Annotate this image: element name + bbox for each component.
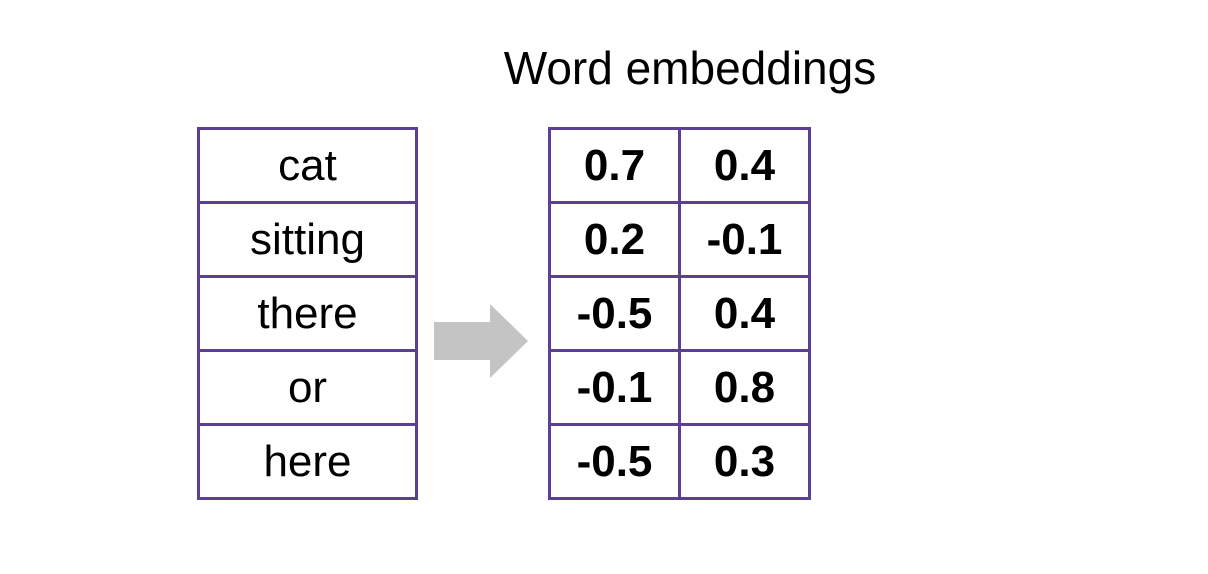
word-row: there: [197, 275, 418, 352]
embedding-value: -0.5: [548, 423, 681, 500]
embedding-value: 0.7: [548, 127, 681, 204]
embedding-value: 0.4: [678, 275, 811, 352]
embedding-row: 0.2 -0.1: [548, 201, 811, 278]
embedding-value: -0.1: [548, 349, 681, 426]
embedding-row: 0.7 0.4: [548, 127, 811, 204]
embedding-value: -0.5: [548, 275, 681, 352]
word-cell: sitting: [197, 201, 418, 278]
right-arrow-icon: [434, 304, 528, 378]
embedding-row: -0.1 0.8: [548, 349, 811, 426]
word-row: or: [197, 349, 418, 426]
embedding-value: -0.1: [678, 201, 811, 278]
word-cell: here: [197, 423, 418, 500]
word-row: cat: [197, 127, 418, 204]
arrow-shape: [434, 304, 528, 378]
word-row: here: [197, 423, 418, 500]
word-row: sitting: [197, 201, 418, 278]
embeddings-table: 0.7 0.4 0.2 -0.1 -0.5 0.4 -0.1 0.8 -0.5 …: [548, 127, 811, 500]
words-table: cat sitting there or here: [197, 127, 418, 500]
word-cell: there: [197, 275, 418, 352]
embedding-value: 0.8: [678, 349, 811, 426]
word-cell: or: [197, 349, 418, 426]
embedding-value: 0.2: [548, 201, 681, 278]
embedding-value: 0.4: [678, 127, 811, 204]
embedding-row: -0.5 0.3: [548, 423, 811, 500]
diagram-title: Word embeddings: [503, 42, 877, 94]
word-cell: cat: [197, 127, 418, 204]
embedding-value: 0.3: [678, 423, 811, 500]
embedding-row: -0.5 0.4: [548, 275, 811, 352]
